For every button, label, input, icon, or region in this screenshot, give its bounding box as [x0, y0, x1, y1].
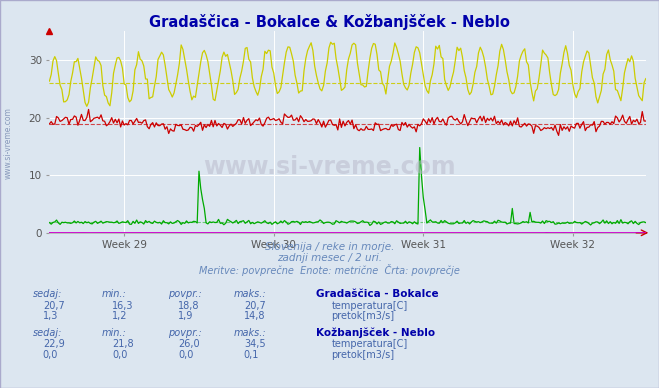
Text: 22,9: 22,9 [43, 339, 65, 349]
Text: 14,8: 14,8 [244, 311, 266, 321]
Text: Gradaščica - Bokalce: Gradaščica - Bokalce [316, 289, 439, 299]
Text: povpr.:: povpr.: [168, 328, 202, 338]
Text: pretok[m3/s]: pretok[m3/s] [331, 350, 395, 360]
Text: 16,3: 16,3 [112, 301, 134, 311]
Text: 20,7: 20,7 [43, 301, 65, 311]
Text: maks.:: maks.: [234, 289, 267, 299]
Text: 34,5: 34,5 [244, 339, 266, 349]
Text: Kožbanjšček - Neblo: Kožbanjšček - Neblo [316, 328, 436, 338]
Text: www.si-vreme.com: www.si-vreme.com [3, 107, 13, 180]
Text: zadnji mesec / 2 uri.: zadnji mesec / 2 uri. [277, 253, 382, 263]
Text: 0,0: 0,0 [112, 350, 127, 360]
Text: min.:: min.: [102, 289, 127, 299]
Text: 18,8: 18,8 [178, 301, 200, 311]
Text: povpr.:: povpr.: [168, 289, 202, 299]
Text: min.:: min.: [102, 328, 127, 338]
Text: temperatura[C]: temperatura[C] [331, 301, 408, 311]
Text: Gradaščica - Bokalce & Kožbanjšček - Neblo: Gradaščica - Bokalce & Kožbanjšček - Neb… [149, 14, 510, 29]
Text: 0,0: 0,0 [43, 350, 58, 360]
Text: pretok[m3/s]: pretok[m3/s] [331, 311, 395, 321]
Text: 1,3: 1,3 [43, 311, 58, 321]
Text: 1,2: 1,2 [112, 311, 128, 321]
Text: www.si-vreme.com: www.si-vreme.com [203, 155, 456, 179]
Text: 26,0: 26,0 [178, 339, 200, 349]
Text: Meritve: povprečne  Enote: metrične  Črta: povprečje: Meritve: povprečne Enote: metrične Črta:… [199, 264, 460, 276]
Text: 0,0: 0,0 [178, 350, 193, 360]
Text: maks.:: maks.: [234, 328, 267, 338]
Text: sedaj:: sedaj: [33, 289, 63, 299]
Text: 20,7: 20,7 [244, 301, 266, 311]
Text: 1,9: 1,9 [178, 311, 193, 321]
Text: 21,8: 21,8 [112, 339, 134, 349]
Text: temperatura[C]: temperatura[C] [331, 339, 408, 349]
Text: 0,1: 0,1 [244, 350, 259, 360]
Text: sedaj:: sedaj: [33, 328, 63, 338]
Text: Slovenija / reke in morje.: Slovenija / reke in morje. [265, 242, 394, 253]
